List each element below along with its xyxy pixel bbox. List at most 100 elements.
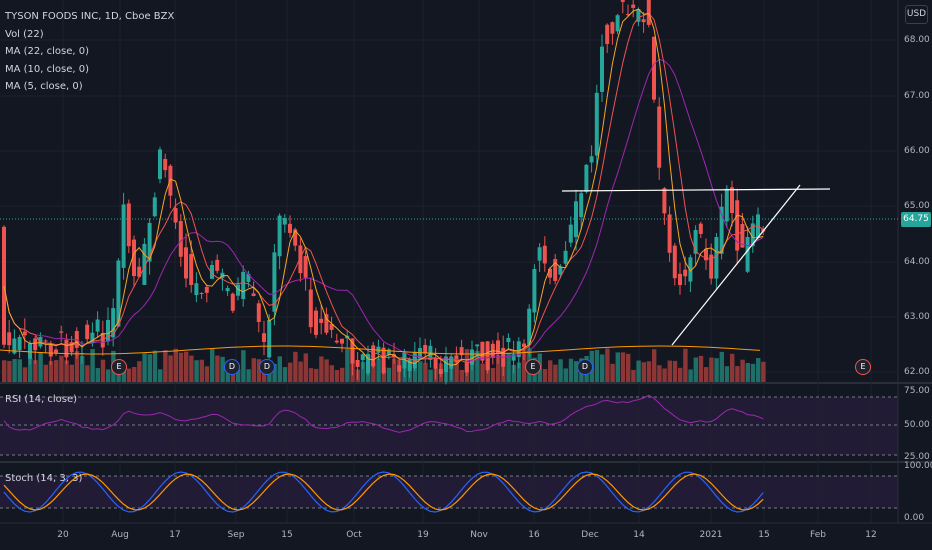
stoch-k-line (3, 471, 764, 513)
volume-bar (277, 356, 282, 382)
chart-grid (0, 0, 932, 524)
volume-bar (220, 356, 225, 382)
earnings-event-marker[interactable]: E (525, 359, 541, 375)
candle-body (433, 357, 438, 369)
candle-body (527, 308, 532, 345)
dividend-event-marker[interactable]: D (577, 359, 593, 375)
volume-bar (293, 351, 298, 382)
currency-button[interactable]: USD (905, 5, 928, 24)
volume-bar (194, 360, 199, 382)
candle-body (397, 365, 402, 372)
rsi-band (0, 397, 898, 455)
volume-bar (724, 366, 730, 382)
candle-body (548, 268, 552, 278)
symbol-title[interactable]: TYSON FOODS INC, 1D, Cboe BZX (5, 11, 175, 22)
volume-bar (371, 362, 376, 382)
stoch-d-line (3, 473, 764, 511)
candle-body (600, 46, 604, 92)
candle-body (126, 203, 131, 247)
candle-body (355, 360, 360, 367)
dividend-event-marker[interactable]: D (259, 359, 275, 375)
price-tick: 63.00 (904, 312, 930, 322)
candle-body (147, 222, 152, 262)
time-tick: 16 (528, 530, 540, 540)
volume-bar (667, 360, 672, 382)
candle-body (449, 356, 454, 369)
volume-bar (43, 364, 48, 382)
candle-body (438, 368, 443, 374)
rsi-tick: 25.00 (904, 452, 930, 462)
candle-body (340, 338, 344, 344)
volume-bar (610, 363, 615, 382)
volume-bar (74, 351, 80, 382)
volume-ma-line (0, 345, 761, 355)
candle-body (750, 223, 755, 247)
rsi-label[interactable]: RSI (14, close) (5, 394, 78, 405)
ma5-line (3, 8, 764, 366)
candle-body (246, 273, 251, 282)
candle-body (620, 0, 625, 2)
volume-legend[interactable]: Vol (22) (5, 28, 44, 40)
ma22-legend[interactable]: MA (22, close, 0) (5, 46, 90, 57)
candle-body (158, 149, 162, 180)
volume-bar (345, 348, 350, 382)
volume-bar (730, 353, 735, 382)
candle-body (17, 337, 22, 351)
candle-body (111, 308, 116, 338)
candle-body (714, 237, 719, 279)
volume-bar (423, 362, 428, 382)
earnings-event-marker[interactable]: E (111, 359, 127, 375)
volume-bar (215, 355, 220, 382)
candle-body (740, 223, 745, 248)
candle-body (85, 324, 90, 340)
stoch-tick: 100.00 (904, 461, 932, 471)
price-tick: 64.00 (904, 257, 930, 267)
volume-bar (22, 367, 28, 382)
volume-bar (631, 369, 636, 382)
moving-averages (0, 8, 764, 366)
volume-bar (314, 368, 319, 382)
volume-bar (95, 368, 100, 382)
candle-body (563, 250, 568, 264)
candle-body (698, 223, 703, 234)
volume-bar (386, 367, 392, 382)
candle-body (667, 214, 672, 253)
ma10-legend[interactable]: MA (10, close, 0) (5, 63, 90, 75)
volume-bar (600, 354, 605, 382)
candle-body (381, 347, 386, 374)
volume-bar (745, 363, 750, 382)
volume-bar (454, 360, 459, 382)
volume-bar (241, 350, 246, 382)
volume-bar (17, 359, 22, 382)
candle-body (48, 344, 53, 357)
dividend-event-marker[interactable]: D (224, 359, 240, 375)
earnings-event-marker[interactable]: E (855, 359, 871, 375)
volume-bar (246, 369, 251, 382)
stoch-label[interactable]: Stoch (14, 3, 3) (5, 473, 83, 484)
volume-bar (698, 355, 704, 382)
candle-body (282, 218, 287, 225)
volume-bar (288, 362, 293, 382)
support-trend-line (671, 184, 801, 346)
candle-body (184, 247, 188, 279)
candle-body (43, 340, 48, 342)
candle-body (163, 158, 168, 171)
volume-bar (28, 357, 33, 382)
volume-bar (178, 352, 184, 382)
candle-body (2, 226, 6, 345)
price-tick: 67.00 (904, 91, 930, 101)
volume-bar (329, 365, 334, 382)
volume-bar (522, 349, 527, 382)
volume-bar (626, 353, 631, 382)
volume-bar (272, 363, 277, 382)
ma5-legend[interactable]: MA (5, close, 0) (5, 81, 83, 92)
candle-body (657, 106, 662, 168)
candle-body (329, 323, 334, 330)
volume-bar (516, 362, 522, 382)
volume-bar (542, 369, 548, 382)
candle-body (641, 19, 646, 23)
candle-body (314, 310, 318, 335)
candle-body (90, 332, 95, 343)
volume-bar (142, 353, 147, 382)
